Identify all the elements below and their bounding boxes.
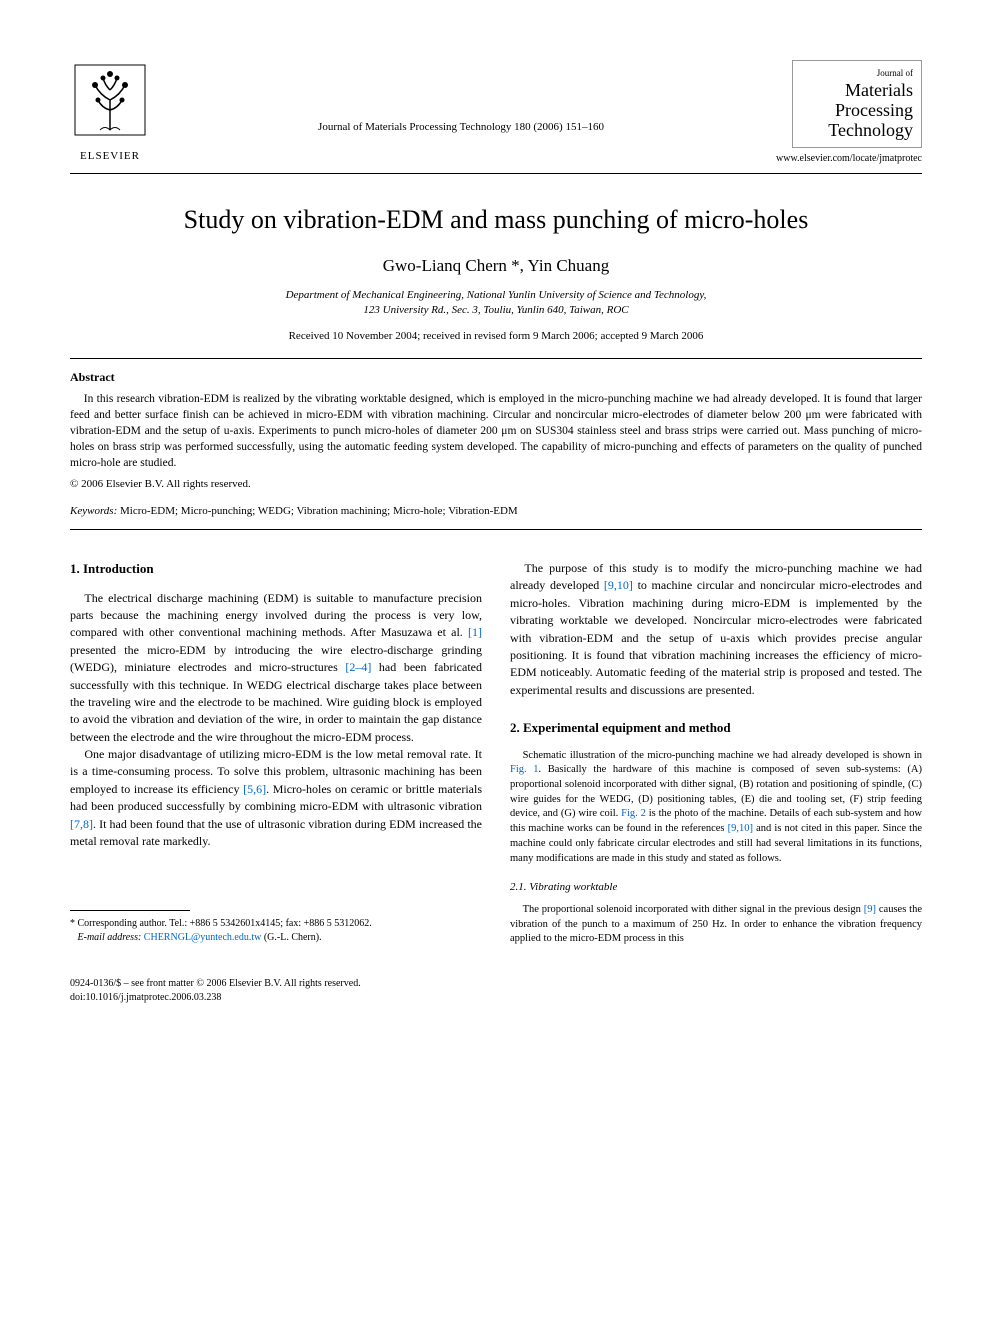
abstract-heading: Abstract	[70, 369, 922, 385]
abstract-body: In this research vibration-EDM is realiz…	[70, 391, 922, 471]
right-column: The purpose of this study is to modify t…	[510, 560, 922, 947]
cite-9-10[interactable]: [9,10]	[604, 578, 633, 592]
affiliation-line2: 123 University Rd., Sec. 3, Touliu, Yunl…	[363, 304, 628, 316]
footnote-contact: * Corresponding author. Tel.: +886 5 534…	[70, 917, 482, 931]
intro-para-1: The electrical discharge machining (EDM)…	[70, 590, 482, 747]
keywords-list: Micro-EDM; Micro-punching; WEDG; Vibrati…	[120, 505, 518, 517]
copyright-line: © 2006 Elsevier B.V. All rights reserved…	[70, 477, 922, 492]
publisher-name: ELSEVIER	[70, 149, 150, 164]
footnote-separator	[70, 910, 190, 911]
journal-big-label: Materials Processing Technology	[801, 81, 913, 140]
corresponding-author-footnote: * Corresponding author. Tel.: +886 5 534…	[70, 917, 482, 945]
affiliation-line1: Department of Mechanical Engineering, Na…	[286, 289, 707, 301]
article-history: Received 10 November 2004; received in r…	[70, 329, 922, 344]
left-column: 1. Introduction The electrical discharge…	[70, 560, 482, 947]
fig-2-link[interactable]: Fig. 2	[621, 808, 646, 819]
footnote-email-line: E-mail address: CHERNGL@yuntech.edu.tw (…	[70, 931, 482, 945]
email-link[interactable]: CHERNGL@yuntech.edu.tw	[144, 932, 262, 943]
divider	[70, 358, 922, 359]
elsevier-tree-icon	[70, 60, 150, 140]
journal-small-label: Journal of	[801, 67, 913, 79]
intro-para-2: One major disadvantage of utilizing micr…	[70, 746, 482, 850]
journal-title-block: Journal of Materials Processing Technolo…	[772, 60, 922, 165]
journal-url: www.elsevier.com/locate/jmatprotec	[772, 152, 922, 166]
cite-7-8[interactable]: [7,8]	[70, 817, 93, 831]
email-suffix: (G.-L. Chern).	[264, 932, 322, 943]
two-column-body: 1. Introduction The electrical discharge…	[70, 560, 922, 947]
keywords: Keywords: Micro-EDM; Micro-punching; WED…	[70, 504, 922, 519]
affiliation: Department of Mechanical Engineering, Na…	[70, 288, 922, 319]
page-footer-info: 0924-0136/$ – see front matter © 2006 El…	[70, 977, 922, 1005]
authors: Gwo-Lianq Chern *, Yin Chuang	[70, 255, 922, 278]
subsection-2-1-heading: 2.1. Vibrating worktable	[510, 880, 922, 895]
email-label: E-mail address:	[78, 932, 142, 943]
sec21-para-1: The proportional solenoid incorporated w…	[510, 903, 922, 947]
cite-5-6[interactable]: [5,6]	[243, 782, 266, 796]
cite-2-4[interactable]: [2–4]	[345, 660, 371, 674]
header-row: ELSEVIER Journal of Materials Processing…	[70, 60, 922, 165]
section-1-heading: 1. Introduction	[70, 560, 482, 578]
keywords-label: Keywords:	[70, 505, 117, 517]
section-2-heading: 2. Experimental equipment and method	[510, 719, 922, 737]
cite-9[interactable]: [9]	[864, 904, 876, 915]
cite-1[interactable]: [1]	[468, 625, 482, 639]
doi-line: doi:10.1016/j.jmatprotec.2006.03.238	[70, 991, 922, 1005]
paper-title: Study on vibration-EDM and mass punching…	[70, 202, 922, 237]
issn-line: 0924-0136/$ – see front matter © 2006 El…	[70, 977, 922, 991]
divider	[70, 529, 922, 530]
publisher-block: ELSEVIER	[70, 60, 150, 163]
sec2-para-1: Schematic illustration of the micro-punc…	[510, 749, 922, 867]
divider	[70, 173, 922, 174]
journal-reference: Journal of Materials Processing Technolo…	[150, 120, 772, 135]
intro-para-3: The purpose of this study is to modify t…	[510, 560, 922, 699]
cite-9-10b[interactable]: [9,10]	[728, 823, 753, 834]
fig-1-link[interactable]: Fig. 1	[510, 764, 539, 775]
